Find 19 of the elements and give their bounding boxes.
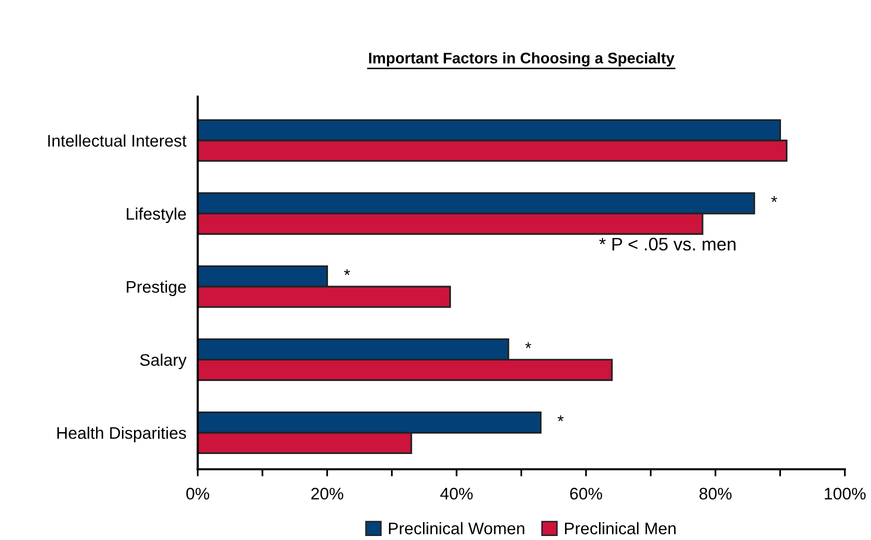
annotation: * P < .05 vs. men: [599, 238, 736, 251]
legend-label: Preclinical Women: [388, 522, 524, 534]
y-tick-label: Intellectual Interest: [48, 134, 186, 147]
chart-title: Important Factors in Choosing a Specialty: [369, 52, 674, 67]
x-tick-label: 80%: [699, 488, 732, 500]
annotation: *: [771, 196, 778, 202]
y-tick-label: Lifestyle: [126, 208, 186, 224]
x-tick-label: 60%: [570, 488, 602, 500]
x-tick-label: 100%: [824, 488, 866, 500]
y-tick-label: Salary: [140, 354, 187, 370]
y-tick-label: Health Disparities: [57, 426, 186, 442]
annotation: *: [525, 342, 532, 348]
legend-label: Preclinical Men: [565, 522, 676, 534]
annotation: *: [344, 269, 350, 276]
annotation: *: [558, 415, 564, 422]
x-tick-label: 20%: [311, 488, 344, 500]
x-tick-label: 40%: [440, 488, 473, 500]
y-tick-label: Prestige: [126, 280, 186, 296]
x-tick-label: 0%: [186, 488, 210, 500]
